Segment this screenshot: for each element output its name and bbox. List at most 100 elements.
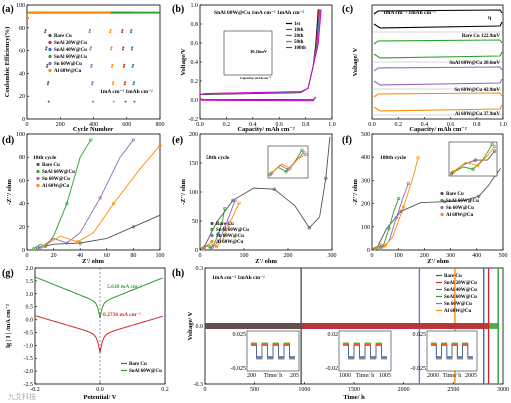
panel-h: (h) Voltage/ V Time/ h 1mA cm⁻² 1mAh cm⁻… bbox=[172, 266, 509, 401]
nyquist-point bbox=[452, 169, 456, 174]
y-tick-label: 0 bbox=[22, 117, 25, 123]
panel-c: (c) Voltage/ V Capacity/ mAh cm⁻² 1mA cm… bbox=[342, 4, 507, 133]
panel-e-ticks: 0 100 200 300 0 50 100 150 200 bbox=[189, 132, 337, 259]
legend-label: Sn 60W@Cu bbox=[42, 177, 70, 182]
inset-cycling-trace bbox=[251, 345, 295, 357]
panel-c-eta: η bbox=[488, 15, 491, 21]
x-tick-label: 2000 bbox=[398, 387, 410, 393]
panel-e: (e) -Z''/ ohm Z'/ ohm 50th cycle 0 100 200… bbox=[172, 132, 337, 265]
y-tick-label: 20 bbox=[19, 225, 25, 231]
ce-point bbox=[158, 11, 161, 14]
x-tick-label: 0 bbox=[204, 387, 207, 393]
y-tick-label: 1.0 bbox=[26, 292, 34, 298]
nyquist-point bbox=[270, 171, 274, 175]
panel-a-condition: 1mA cm⁻² 1mAh cm⁻² bbox=[100, 89, 153, 95]
ce-point bbox=[47, 100, 50, 103]
watermark: 九艾科技 bbox=[8, 392, 36, 401]
x-tick-label: 400 bbox=[89, 122, 98, 128]
charge-plateau bbox=[373, 39, 503, 45]
panel-f-xlabel: Z'/ ohm bbox=[427, 258, 449, 265]
legend-marker bbox=[36, 169, 40, 174]
ce-point bbox=[132, 83, 135, 86]
ce-point bbox=[88, 28, 91, 31]
nyquist-curve bbox=[376, 168, 501, 249]
ce-point bbox=[45, 46, 48, 49]
nyquist-point bbox=[210, 245, 214, 249]
inset-y-bottom: -0.025 bbox=[411, 366, 427, 372]
legend-label: SnAl 60W@Cu bbox=[54, 55, 87, 60]
x-tick-label: -0.2 bbox=[30, 387, 40, 393]
panel-a-ticks: 0 200 400 600 800 0 20 40 60 80 100 bbox=[16, 3, 165, 128]
nyquist-curve bbox=[374, 198, 400, 250]
panel-b-ticks: 0.0 0.2 0.4 0.6 0.8 1.0-0.20.00.20.40.60.81.0 bbox=[189, 3, 336, 128]
legend-label: SnAl 20W@Cu bbox=[54, 41, 87, 46]
x-tick-label: 500 bbox=[250, 387, 259, 393]
legend-label: SnAl 20W@Cu bbox=[444, 281, 477, 286]
panel-g-current-bare: 0.2736 mA cm⁻² bbox=[103, 312, 141, 318]
y-tick-label: 1.0 bbox=[191, 3, 199, 9]
panel-f-legend: Bare Cu SnAl 60W@Cu Sn 60W@Cu Al 60W@Cu bbox=[440, 191, 479, 218]
legend-marker bbox=[210, 227, 214, 232]
panel-g-legend: Bare Cu SnAl 60W@Cu bbox=[121, 362, 162, 374]
panel-e-label: (e) bbox=[172, 135, 183, 146]
legend-marker bbox=[440, 205, 444, 210]
nyquist-curve bbox=[271, 154, 307, 174]
ce-point bbox=[122, 46, 125, 49]
y-tick-label: 0.2 bbox=[191, 79, 199, 85]
y-tick-label: 1.5 bbox=[26, 279, 34, 285]
panel-a-ylabel: Coulombic Efficiency(%) bbox=[4, 27, 11, 98]
panel-h-legend: Bare Cu SnAl 20W@Cu SnAl 40W@Cu SnAl 60W@Cu… bbox=[436, 274, 477, 314]
panel-c-data: Bare Cu 122.9mV SnAl 60W@Cu 20.6mV Sn 60W@… bbox=[372, 9, 503, 117]
tafel-curve bbox=[34, 315, 163, 353]
nyquist-curve bbox=[452, 144, 493, 173]
panel-a-label: (a) bbox=[2, 4, 14, 15]
panel-h-condition: 1mA cm⁻² 1mAh cm⁻² bbox=[212, 275, 265, 281]
y-tick-label: 200 bbox=[361, 202, 370, 208]
ce-point bbox=[91, 81, 94, 84]
x-tick-label: 300 bbox=[328, 253, 337, 259]
panel-f-inset-data bbox=[449, 142, 497, 176]
y-tick-label: 80 bbox=[19, 26, 25, 32]
x-tick-label: 100 bbox=[156, 253, 165, 259]
discharge-curve bbox=[199, 96, 317, 102]
panel-f-ticks: 0 100 200 300 400 500 0 100 200 300 400 500 bbox=[361, 132, 508, 259]
ce-point bbox=[130, 48, 133, 51]
legend-label: Bare Cu bbox=[42, 163, 60, 168]
legend-marker bbox=[210, 239, 214, 244]
discharge-plateau bbox=[373, 104, 503, 112]
ce-point bbox=[45, 48, 48, 51]
legend-label: Bare Cu bbox=[54, 34, 72, 39]
nyquist-point bbox=[493, 149, 497, 153]
panel-f-label: (f) bbox=[342, 135, 352, 146]
x-tick-label: 0.2 bbox=[161, 387, 169, 393]
ce-point bbox=[109, 31, 112, 34]
x-tick-label: 100 bbox=[240, 253, 249, 259]
nyquist-point bbox=[214, 245, 219, 249]
overpotential-label: SnAl 60W@Cu 20.6mV bbox=[449, 61, 500, 66]
nyquist-point bbox=[477, 194, 481, 198]
panel-b-inset bbox=[223, 30, 273, 76]
panel-b-xlabel: Capacity/ mAh cm⁻² bbox=[237, 126, 294, 133]
y-tick-label: 2.0 bbox=[26, 266, 34, 272]
x-tick-label: 200 bbox=[420, 253, 429, 259]
ce-point bbox=[132, 81, 135, 84]
legend-label: Bare Cu bbox=[216, 222, 234, 227]
x-tick-label: 40 bbox=[77, 253, 83, 259]
inset-cycling-trace bbox=[431, 345, 473, 357]
ce-point bbox=[130, 28, 133, 31]
ce-point bbox=[124, 100, 127, 103]
nyquist-point bbox=[401, 205, 406, 209]
panel-g-ylabel: lg | I | /mA cm⁻² bbox=[5, 304, 12, 348]
y-tick-label: -0.2 bbox=[189, 117, 199, 123]
nyquist-point bbox=[394, 216, 398, 220]
nyquist-point bbox=[89, 138, 93, 142]
nyquist-point bbox=[223, 206, 227, 211]
ce-point bbox=[46, 83, 49, 86]
panel-b-title: SnAl 60W@Cu 1mA cm⁻² 1mAh cm⁻² bbox=[214, 10, 305, 16]
nyquist-point bbox=[397, 196, 401, 201]
nyquist-point bbox=[131, 138, 135, 142]
legend-marker bbox=[210, 221, 214, 226]
legend-marker bbox=[48, 33, 52, 38]
panel-h-data bbox=[205, 268, 499, 384]
